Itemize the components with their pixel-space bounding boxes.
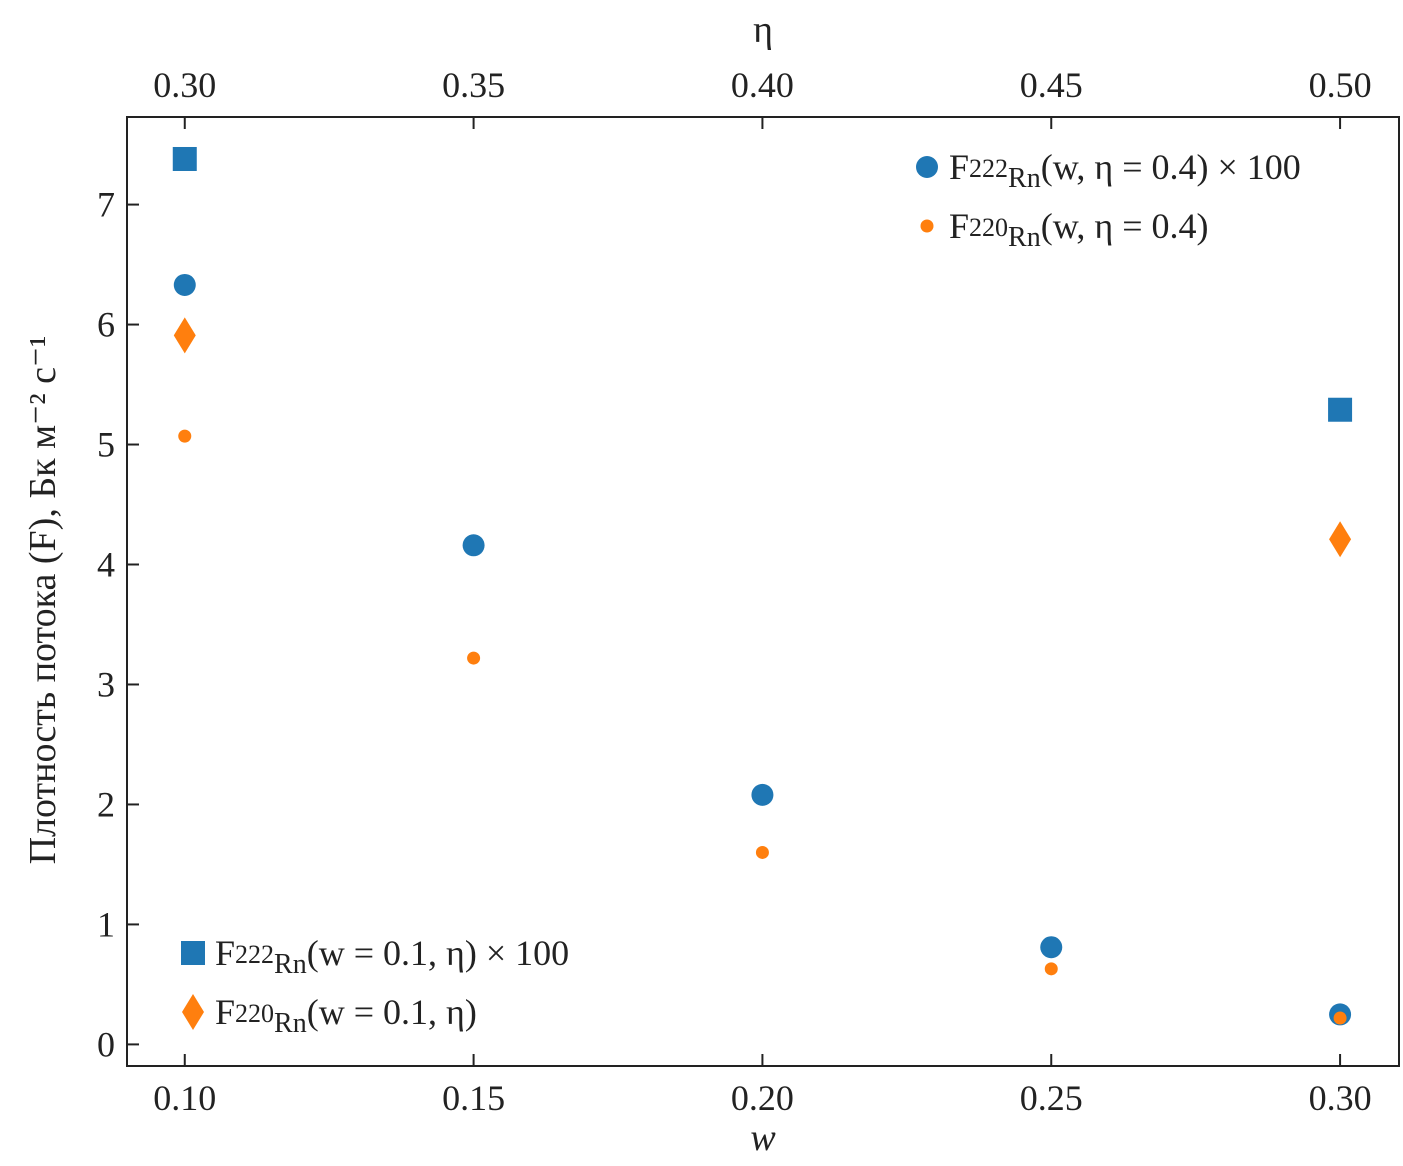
y-tick-label: 2 [97, 784, 115, 824]
top-x-tick-label: 0.45 [1020, 65, 1083, 105]
y-tick-label: 6 [97, 305, 115, 345]
axes: 0.10 0.15 0.20 0.25 0.30 0.30 0.35 0.40 0.45 0.50… [97, 65, 1372, 1118]
top-x-tick-label: 0.40 [731, 65, 794, 105]
legend-text-args: (w = 0.1, η) [307, 992, 477, 1032]
plot-frame [126, 116, 1400, 1067]
x-axis-title: w [750, 1117, 776, 1159]
data-point-series-1 [1333, 1011, 1347, 1025]
y-tick-label: 0 [97, 1024, 115, 1064]
data-point-series-2 [172, 146, 197, 171]
y-tick-label: 4 [97, 545, 115, 585]
legend-text-main: F [215, 992, 235, 1032]
data-marks [172, 146, 1353, 1026]
legend-text-args: (w = 0.1, η) × 100 [307, 933, 569, 973]
data-point-series-2 [1328, 397, 1353, 422]
data-point-series-1 [467, 651, 481, 665]
data-point-series-1 [1044, 962, 1058, 976]
legend-marker [920, 219, 934, 233]
data-point-series-3 [173, 317, 196, 354]
legend-text-isotope: 220 [235, 999, 274, 1028]
legend-text-isotope: 220 [969, 213, 1008, 242]
data-point-series-1 [178, 429, 192, 443]
x-tick-label: 0.10 [153, 1078, 216, 1118]
legend-text-isotope: 222 [969, 154, 1008, 183]
top-x-tick-label: 0.35 [442, 65, 505, 105]
y-tick-label: 3 [97, 664, 115, 704]
x-tick-label: 0.20 [731, 1078, 794, 1118]
x-tick-label: 0.15 [442, 1078, 505, 1118]
data-point-series-3 [1329, 521, 1352, 558]
legend-text-isotope: 222 [235, 940, 274, 969]
top-x-tick-label: 0.50 [1309, 65, 1372, 105]
legend-entry: F222Rn(w = 0.1, η) × 100 [215, 933, 569, 980]
legend-text-element: Rn [1008, 222, 1041, 253]
top-x-axis-title: η [753, 9, 773, 51]
data-point-series-1 [755, 845, 769, 859]
legend-entry: F220Rn(w = 0.1, η) [215, 992, 477, 1039]
legend-marker [916, 156, 938, 178]
legend-text-main: F [949, 206, 969, 246]
legend-text-args: (w, η = 0.4) × 100 [1041, 147, 1301, 187]
legend-marker [182, 994, 204, 1030]
legend-entry: F222Rn(w, η = 0.4) × 100 [949, 147, 1301, 194]
legend-entry: F220Rn(w, η = 0.4) [949, 206, 1208, 253]
x-tick-label: 0.30 [1309, 1078, 1372, 1118]
y-tick-label: 1 [97, 904, 115, 944]
data-point-series-0 [173, 273, 196, 296]
legend-text-main: F [949, 147, 969, 187]
legend-text-element: Rn [274, 1008, 307, 1039]
legend-text-args: (w, η = 0.4) [1041, 206, 1209, 246]
data-point-series-0 [751, 783, 774, 806]
legend-text-main: F [215, 933, 235, 973]
data-point-series-0 [1040, 936, 1063, 959]
legend-text-element: Rn [274, 949, 307, 980]
y-axis-title: Плотность потока (F), Бк м⁻² с⁻¹ [22, 336, 64, 865]
y-tick-label: 5 [97, 425, 115, 465]
top-x-tick-label: 0.30 [153, 65, 216, 105]
y-tick-label: 7 [97, 185, 115, 225]
legend-text-element: Rn [1008, 163, 1041, 194]
x-tick-label: 0.25 [1020, 1078, 1083, 1118]
data-point-series-0 [462, 534, 485, 557]
legend-marker [181, 941, 205, 965]
